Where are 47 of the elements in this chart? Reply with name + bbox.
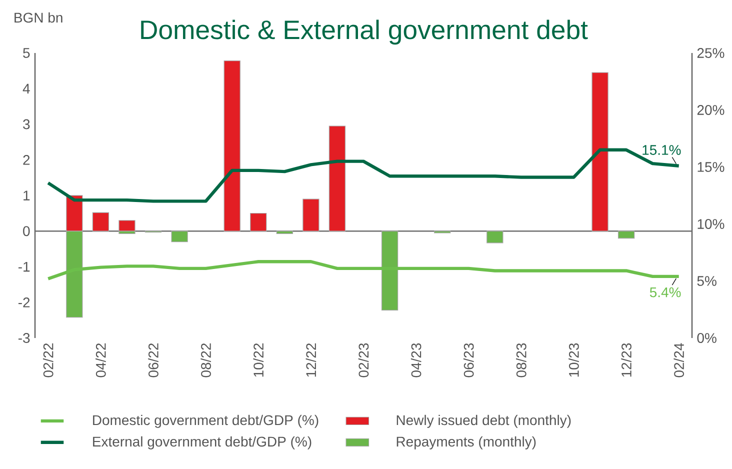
- y2-tick-label: 25%: [697, 48, 724, 58]
- y2-tick-label: 20%: [697, 105, 724, 115]
- x-tick-label: 12/22: [306, 343, 316, 377]
- x-tick-label: 06/23: [463, 343, 474, 378]
- x-tick-label: 02/22: [43, 343, 54, 378]
- bar: [486, 230, 504, 244]
- chart-title: Domestic & External government debt: [141, 20, 588, 45]
- y2-tick-label: 15%: [698, 162, 724, 172]
- y-tick-label: 1: [24, 190, 30, 200]
- x-tick-label: 04/22: [96, 343, 106, 378]
- x-tick-label: 10/23: [568, 343, 579, 377]
- y-tick-label: 3: [23, 119, 30, 130]
- bar: [118, 220, 136, 232]
- y-tick-label: 2: [23, 155, 30, 165]
- y2-tick-label: 5%: [697, 276, 716, 286]
- x-tick-label: 08/23: [516, 343, 526, 378]
- bar: [302, 198, 320, 232]
- y-tick-label: 0: [23, 226, 30, 236]
- bar: [224, 60, 240, 232]
- y2-tick-label: 0%: [697, 333, 716, 343]
- y-tick-label: 5: [23, 48, 30, 58]
- bar: [171, 230, 188, 242]
- y-tick-label: -3: [18, 333, 30, 343]
- x-tick-label: 12/23: [621, 343, 632, 377]
- x-tick-label: 02/24: [674, 343, 684, 378]
- legend-label: External government debt/GDP (%): [93, 436, 312, 450]
- x-tick-label: 06/22: [148, 343, 158, 378]
- x-tick-label: 10/22: [253, 343, 264, 377]
- bar: [618, 230, 635, 239]
- legend-label: Repayments (monthly): [396, 436, 536, 450]
- y-tick-label: -2: [18, 297, 30, 308]
- bar: [328, 126, 346, 232]
- data-label: 5.4%: [650, 287, 681, 298]
- bar: [592, 72, 608, 232]
- y-tick-label: 4: [22, 84, 30, 94]
- data-label: 15.1%: [642, 145, 681, 155]
- legend-label: Newly issued debt (monthly): [396, 414, 571, 428]
- bar: [250, 212, 267, 232]
- y2-tick-label: 10%: [698, 219, 724, 229]
- y-axis-title: BGN bn: [14, 12, 62, 23]
- legend-label: Domestic government debt/GDP (%): [93, 414, 318, 428]
- y-tick-label: -1: [18, 262, 30, 272]
- bar: [276, 230, 293, 234]
- bar: [92, 212, 110, 232]
- x-tick-label: 04/23: [410, 343, 422, 378]
- x-tick-label: 08/22: [200, 343, 211, 378]
- x-tick-label: 02/23: [358, 343, 369, 378]
